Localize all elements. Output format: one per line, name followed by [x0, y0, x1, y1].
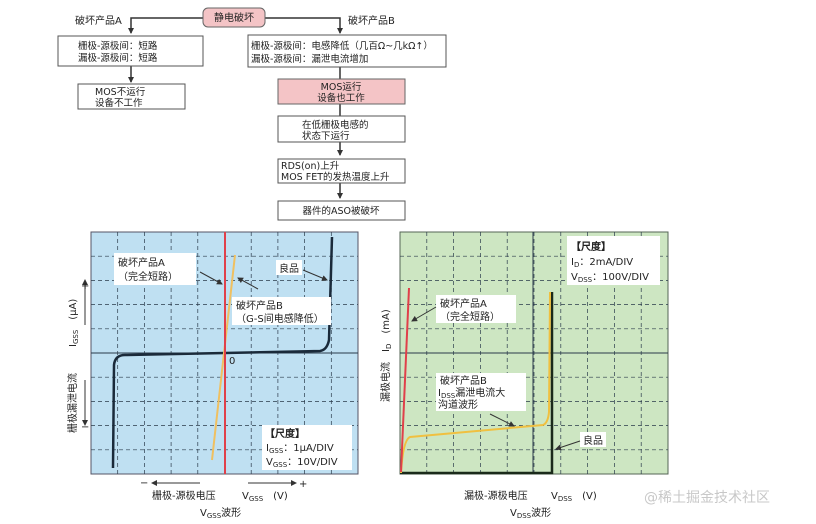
- vgss-x-label-sym: VGSS (V): [242, 491, 288, 503]
- watermark: @稀土掘金技术社区: [644, 490, 770, 506]
- vdss-annot-a-box: [436, 295, 516, 323]
- vgss-annot-a-line2: （完全短路）: [118, 270, 178, 283]
- b-box5: [277, 200, 406, 221]
- root-label: 静电破坏: [214, 11, 254, 24]
- vdss-x-label-sym: VDSS (V): [551, 491, 597, 503]
- arrow-to-a: [128, 17, 203, 34]
- vgss-annot-b-box: [232, 297, 331, 325]
- a-box1: [57, 35, 204, 67]
- vdss-scale-v: VDSS：100V/DIV: [571, 272, 649, 284]
- b-box4-line1: RDS(on)上升: [281, 161, 340, 172]
- vgss-annot-good: 良品: [279, 262, 299, 275]
- b-box2: [277, 78, 406, 105]
- vgss-y-label-sym: IGSS(μA): [68, 299, 80, 347]
- a-box2-line2: 设备不工作: [95, 97, 143, 109]
- vdss-annot-a-line2: （完全短路）: [440, 310, 500, 323]
- b-box1: [247, 34, 447, 68]
- vgss-annot-good-box: [276, 260, 302, 275]
- b-box2-line1: MOS运行: [321, 81, 362, 93]
- vgss-scale-i: IGSS：1μA/DIV: [266, 443, 334, 455]
- vdss-y-label-sym: ID(mA): [381, 309, 393, 352]
- vdss-panel: 【尺度】 ID：2mA/DIV VDSS：100V/DIV 破坏产品A （完全短…: [379, 231, 669, 520]
- vgss-x-minus: −: [140, 478, 148, 489]
- vdss-annot-good: 良品: [583, 434, 603, 447]
- vgss-annot-b-line1: 破坏产品B: [236, 299, 283, 312]
- vgss-annot-b-pointer: [237, 277, 259, 290]
- vgss-annot-a-box: [114, 253, 196, 285]
- vdss-scale-i: ID：2mA/DIV: [571, 257, 633, 269]
- vdss-annot-b-line3: 沟道波形: [438, 398, 478, 411]
- b-box3: [277, 115, 406, 143]
- vdss-caption: VDSS波形: [510, 506, 551, 520]
- vdss-annot-good-box: [580, 432, 606, 447]
- a-box2-line1: MOS不运行: [95, 86, 146, 98]
- b-box4-line2: MOS FET的发热温度上升: [281, 171, 390, 183]
- vgss-scale-title: 【尺度】: [265, 427, 305, 440]
- b-box3-line1: 在低栅极电感的: [302, 119, 369, 131]
- branch-b-label: 破坏产品B: [348, 14, 395, 27]
- vgss-scale-box: [262, 425, 352, 470]
- vdss-annot-a-line1: 破坏产品A: [440, 297, 487, 310]
- vgss-product-b-line: [211, 254, 236, 461]
- vgss-y-plus: +: [81, 281, 89, 292]
- vgss-panel: 破坏产品A （完全短路） 破坏产品B （G-S间电感降低） 良品 0 【尺度】 …: [66, 231, 359, 520]
- vgss-origin-label: 0: [229, 356, 235, 367]
- vgss-y-label: 栅极漏泄电流 IGSS(μA): [66, 299, 80, 433]
- vgss-y-minus: −: [81, 422, 89, 433]
- vdss-annot-b-pointer: [489, 413, 515, 427]
- vgss-y-label-cn: 栅极漏泄电流: [66, 373, 79, 433]
- vgss-x-label-cn: 栅极-源极电压: [152, 489, 216, 502]
- b-box2-line2: 设备也工作: [317, 92, 365, 104]
- vgss-good-curve: [111, 236, 334, 469]
- vdss-y-label: 漏极电流 ID(mA): [379, 309, 393, 402]
- b-box1-line1: 栅极-源极间：电感降低（几百Ω~几kΩ↑）: [251, 40, 433, 52]
- vdss-good-curve: [400, 292, 554, 475]
- b-box1-line2: 漏极-源极间：漏泄电流增加: [251, 53, 368, 65]
- vdss-x-label-cn: 漏极-源极电压: [464, 489, 528, 502]
- vdss-annot-b-line2: IDSS漏泄电流大: [438, 386, 505, 400]
- vdss-annot-b-box: [436, 373, 526, 411]
- vdss-scale-title: 【尺度】: [571, 240, 611, 253]
- vgss-scale-v: VGSS：10V/DIV: [266, 457, 338, 469]
- a-box1-line2: 漏极-源极间：短路: [78, 52, 158, 64]
- vdss-scale-box: [567, 236, 660, 285]
- b-box3-line2: 状态下运行: [302, 130, 350, 142]
- root-box: [202, 7, 266, 28]
- vdss-product-b-curve: [400, 291, 551, 474]
- branch-a-label: 破坏产品A: [75, 14, 122, 27]
- vgss-annot-a-pointer: [199, 271, 223, 285]
- vdss-annot-a-pointer: [411, 306, 437, 322]
- vdss-product-a-line: [400, 287, 410, 473]
- a-box1-line1: 栅极-源极间：短路: [78, 40, 158, 52]
- vdss-annot-good-pointer: [555, 440, 581, 451]
- vdss-annot-b-line1: 破坏产品B: [440, 374, 487, 387]
- b-box5-label: 器件的ASO被破坏: [302, 205, 380, 217]
- a-box2: [77, 83, 186, 110]
- flowchart: 静电破坏 破坏产品A 破坏产品B 栅极-源极间：短路 漏极-源极间：短路 MOS…: [57, 7, 447, 221]
- vgss-annot-a-line1: 破坏产品A: [118, 256, 165, 269]
- arrow-to-b: [265, 17, 343, 34]
- vdss-y-label-cn: 漏极电流: [379, 362, 392, 402]
- b-box4: [277, 158, 406, 184]
- vgss-annot-b-line2: （G-S间电感降低）: [236, 312, 324, 325]
- vgss-caption: VGSS波形: [200, 506, 241, 520]
- vgss-x-plus: +: [299, 479, 307, 490]
- vgss-annot-good-pointer: [302, 269, 328, 281]
